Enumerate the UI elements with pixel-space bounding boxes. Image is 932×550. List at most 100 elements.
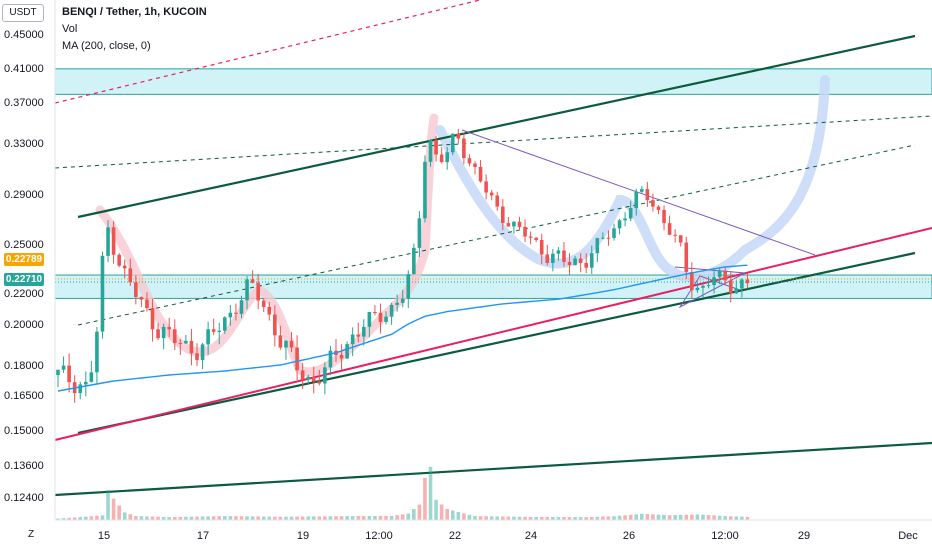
candle-body [423, 161, 427, 219]
candle-body [545, 254, 550, 263]
volume-bar [423, 477, 427, 520]
volume-bar [323, 516, 327, 520]
candle-body [328, 350, 333, 368]
candle-body [478, 166, 483, 182]
volume-bar [345, 516, 349, 520]
candle-body [128, 268, 133, 283]
volume-bar [617, 515, 622, 520]
candle-body [95, 331, 99, 373]
candle-body [389, 304, 394, 317]
candle-body [384, 316, 388, 322]
candle-body [656, 206, 661, 210]
volume-bar [223, 516, 227, 520]
volume-bar [278, 516, 283, 520]
volume-bar [628, 514, 633, 520]
candle-body [211, 329, 216, 332]
candle-body [167, 326, 171, 330]
volume-bar [184, 516, 188, 520]
candle-body [300, 370, 305, 380]
volume-indicator-label[interactable]: Vol [62, 23, 78, 35]
candle-body [228, 312, 233, 318]
volume-bar [473, 516, 477, 520]
volume-bar [556, 517, 561, 520]
candle-body [356, 334, 361, 337]
candle-body [506, 223, 511, 227]
candle-body [667, 223, 672, 235]
volume-bar [578, 517, 583, 520]
volume-bar [734, 516, 739, 520]
candle-body [100, 255, 105, 332]
volume-bar [122, 512, 127, 520]
volume-bar [712, 515, 716, 520]
volume-bar [612, 516, 616, 520]
volume-bar [684, 514, 689, 520]
candle-body [439, 154, 444, 163]
currency-selector[interactable]: USDT [2, 4, 44, 22]
candle-body [161, 326, 166, 339]
candle-body [234, 312, 238, 314]
volume-bar [484, 516, 488, 520]
volume-bar [584, 517, 588, 520]
candle-body [89, 372, 94, 382]
candle-body [139, 296, 144, 300]
volume-bar [239, 516, 244, 520]
candle-body [56, 369, 60, 375]
volume-bar [567, 517, 572, 520]
volume-bar [339, 516, 344, 520]
candle-body [78, 384, 83, 394]
candle-body [684, 242, 689, 272]
volume-bar [634, 514, 639, 520]
volume-bar [662, 514, 666, 520]
volume-bar [701, 514, 705, 520]
candle-body [534, 237, 538, 240]
volume-bar [478, 516, 483, 520]
candle-body [417, 218, 422, 248]
candle-body [701, 285, 705, 288]
volume-bar [495, 516, 500, 520]
candle-body [717, 270, 722, 278]
time-tick-label: 22 [449, 530, 461, 542]
volume-bar [206, 516, 210, 520]
volume-bar [545, 516, 550, 520]
volume-bar [623, 515, 627, 520]
candle-body [156, 329, 160, 339]
candle-body [584, 262, 588, 268]
volume-bar [601, 516, 605, 520]
candle-body [195, 353, 199, 361]
candle-body [539, 239, 544, 255]
candle-body [612, 228, 616, 238]
candle-body [501, 206, 505, 224]
candle-body [267, 306, 272, 315]
candle-body [523, 226, 527, 237]
price-tick-label: 0.45000 [4, 29, 44, 41]
candle-body [662, 209, 666, 224]
symbol-title[interactable]: BENQI / Tether, 1h, KUCOIN [62, 6, 207, 18]
candle-body [623, 218, 627, 221]
volume-bar [589, 516, 594, 520]
volume-bar [128, 514, 133, 520]
volume-bar [167, 517, 171, 520]
volume-bar [172, 517, 177, 520]
volume-bar [523, 516, 527, 520]
descending-resistance [461, 129, 816, 256]
volume-bar [534, 516, 538, 520]
candle-body [184, 340, 188, 344]
volume-bar [300, 516, 305, 520]
volume-bar [506, 516, 511, 520]
candle-body [740, 279, 744, 289]
ma-indicator-label[interactable]: MA (200, close, 0) [62, 40, 151, 52]
projection-path-pink [95, 113, 439, 377]
volume-bar [317, 516, 322, 520]
volume-bar [640, 513, 644, 520]
candle-body [528, 236, 533, 238]
price-tick-label: 0.25000 [4, 239, 44, 251]
candle-body [678, 235, 683, 243]
auto-scale-button[interactable]: Z [27, 529, 35, 540]
price-tick-label: 0.12400 [4, 492, 44, 504]
volume-bar [211, 516, 216, 520]
volume-bar [261, 516, 266, 520]
volume-bar [78, 517, 83, 520]
volume-bar [489, 516, 494, 520]
candle-body [134, 282, 138, 297]
